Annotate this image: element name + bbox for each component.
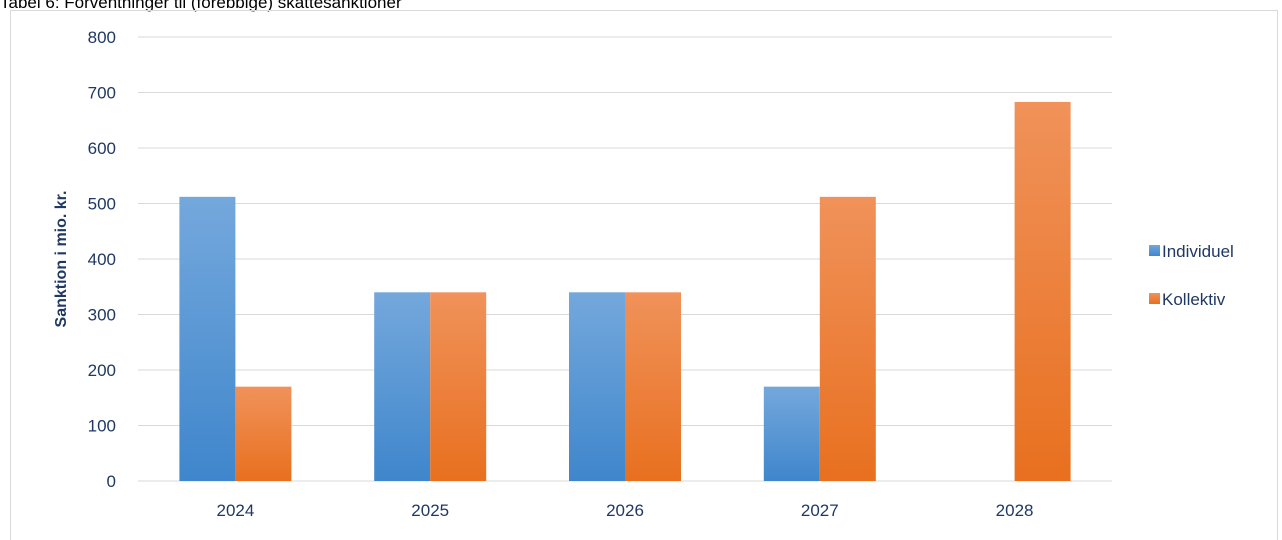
y-tick-label: 800 bbox=[88, 28, 116, 47]
y-tick-label: 300 bbox=[88, 306, 116, 325]
bar-kollektiv-2025 bbox=[430, 292, 487, 481]
x-tick-label: 2026 bbox=[606, 501, 644, 520]
y-tick-label: 500 bbox=[88, 195, 116, 214]
x-tick-label: 2028 bbox=[996, 501, 1034, 520]
bar-kollektiv-2026 bbox=[625, 292, 681, 481]
legend-label: Kollektiv bbox=[1162, 290, 1226, 309]
legend-swatch bbox=[1149, 293, 1160, 304]
chart-caption: Tabel 6: Forventninger til (forebbige) s… bbox=[0, 0, 402, 12]
bar-kollektiv-2027 bbox=[819, 196, 876, 481]
y-tick-label: 700 bbox=[88, 84, 116, 103]
y-axis-label: Sanktion i mio. kr. bbox=[53, 191, 70, 328]
bar-individuel-2025 bbox=[374, 292, 431, 481]
legend-swatch bbox=[1149, 245, 1160, 256]
bar-individuel-2024 bbox=[179, 196, 236, 481]
bar-kollektiv-2028 bbox=[1014, 101, 1071, 481]
x-tick-label: 2024 bbox=[216, 501, 254, 520]
x-axis-ticks: 2024 2025 2026 2027 2028 bbox=[216, 501, 1033, 520]
bars bbox=[179, 101, 1071, 481]
y-tick-label: 100 bbox=[88, 417, 116, 436]
y-tick-label: 200 bbox=[88, 361, 116, 380]
bar-individuel-2026 bbox=[569, 292, 625, 481]
bar-individuel-2027 bbox=[763, 386, 820, 481]
bar-kollektiv-2024 bbox=[235, 386, 292, 481]
y-axis-ticks: 0 100 200 300 400 500 600 700 800 bbox=[88, 28, 116, 491]
chart-frame bbox=[10, 10, 1278, 540]
y-tick-label: 400 bbox=[88, 250, 116, 269]
x-tick-label: 2027 bbox=[801, 501, 839, 520]
y-tick-label: 600 bbox=[88, 139, 116, 158]
x-tick-label: 2025 bbox=[411, 501, 449, 520]
y-tick-label: 0 bbox=[107, 472, 116, 491]
legend-label: Individuel bbox=[1162, 242, 1234, 261]
legend: Individuel Kollektiv bbox=[1149, 242, 1234, 309]
